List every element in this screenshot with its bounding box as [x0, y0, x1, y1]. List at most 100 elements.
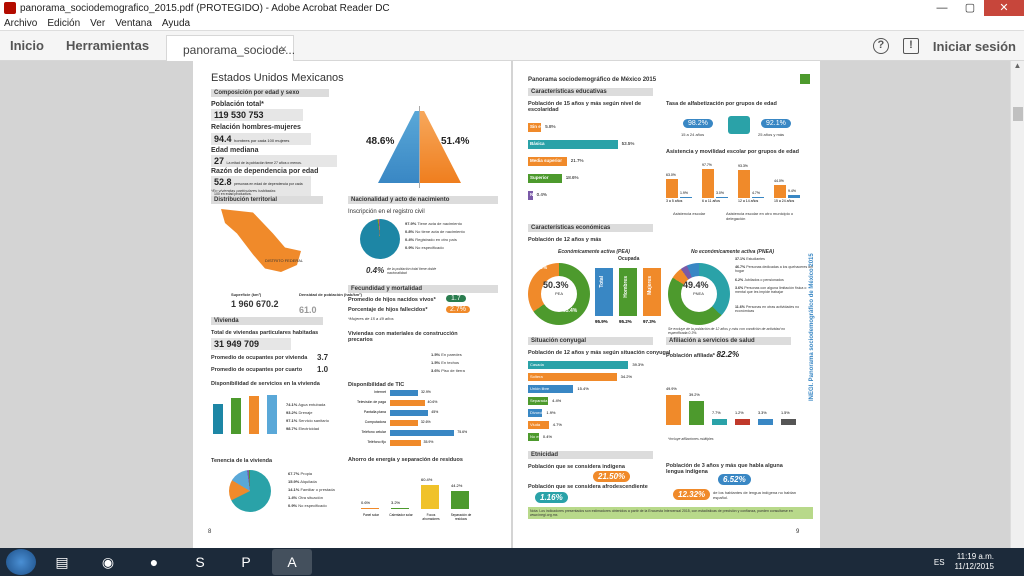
- page2-footnote: Nota: Los indicadores presentados son es…: [528, 507, 813, 519]
- pea-value: 50.3%: [543, 280, 569, 290]
- toolbar: Inicio Herramientas panorama_sociode... …: [0, 31, 1024, 61]
- asist-group: 12 a 14 años: [738, 199, 759, 203]
- conyu-bar: [528, 385, 574, 393]
- esc-bar: [528, 157, 567, 166]
- ocup-cto-value: 1.0: [317, 365, 329, 374]
- acrobat-taskbar-icon[interactable]: A: [272, 549, 312, 575]
- viv-total-label: Total de viviendas particulares habitada…: [211, 330, 319, 336]
- tic-chart: Internet 32.9% Televisión de paga 40.6% Pant…: [348, 390, 488, 450]
- title-bar: panorama_sociodemografico_2015.pdf (PROT…: [0, 0, 1024, 16]
- explorer-icon[interactable]: ▤: [55, 553, 69, 570]
- edad-value: 27: [214, 156, 225, 166]
- fec-foot: *Mujeres de 15 a 49 años: [348, 316, 394, 321]
- ocup-cat: Hombres: [623, 276, 629, 298]
- conyu-cat: Separada: [530, 398, 548, 403]
- start-button[interactable]: [6, 549, 36, 575]
- powerpoint-icon[interactable]: P: [241, 554, 251, 570]
- language-indicator[interactable]: ES: [933, 557, 945, 567]
- pyramid-women: [420, 111, 461, 183]
- ahorro-cat: Separación de residuos: [450, 513, 472, 521]
- escolaridad-title: Población de 15 años y más según nivel d…: [528, 101, 642, 113]
- vertical-scrollbar[interactable]: ▲: [1010, 61, 1024, 548]
- minimize-button[interactable]: —: [936, 2, 948, 14]
- population-pyramid: 48.6% 51.4%: [356, 106, 482, 188]
- tic-val: 35.9%: [423, 440, 434, 444]
- section-fecundidad: Fecundidad y mortalidad: [348, 285, 498, 293]
- esc-val: 18.6%: [565, 175, 579, 180]
- document-area[interactable]: Estados Unidos Mexicanos Composición por…: [0, 61, 1010, 548]
- conyu-val: 4.4%: [552, 398, 562, 403]
- pea-foot: Se excluye de la población de 12 años y …: [668, 327, 786, 335]
- herramientas-tab[interactable]: Herramientas: [65, 38, 150, 53]
- doble-note: de la población total tiene doble nacion…: [387, 267, 437, 275]
- esc-cat: Sin escolaridad: [530, 124, 564, 129]
- section-salud: Afiliación a servicios de salud: [666, 337, 791, 345]
- esc-cat: Media superior: [530, 158, 563, 163]
- indigena-value: 21.50%: [593, 471, 631, 482]
- taskbar: ▤ ◉ ● S P A ES 11:19 a.m. 11/12/2015: [0, 548, 1024, 576]
- close-window-button[interactable]: ✕: [984, 0, 1024, 16]
- menu-ayuda[interactable]: Ayuda: [161, 17, 191, 29]
- salud-bar: [689, 401, 704, 425]
- scroll-thumb[interactable]: [1013, 107, 1023, 121]
- ocup-bar: [643, 268, 661, 316]
- firefox-icon[interactable]: ●: [149, 554, 159, 570]
- ocupada-label: Ocupada: [618, 256, 640, 262]
- system-tray: ES 11:19 a.m. 11/12/2015: [934, 552, 994, 572]
- mobile-link-icon[interactable]: !: [902, 38, 919, 54]
- salud-bar: [712, 419, 727, 425]
- menu-edicion[interactable]: Edición: [47, 17, 81, 29]
- ahorro-cat: Panel solar: [363, 513, 379, 517]
- no-espanol-value: 12.32%: [673, 489, 711, 500]
- page-9: Panorama sociodemográfico de México 2015…: [513, 61, 820, 548]
- ocup-val: 95.9%: [595, 319, 608, 324]
- inicio-tab[interactable]: Inicio: [10, 38, 44, 53]
- ahorro-chart: 0.6% Panel solar 3.2% Calentador solar 60.4%…: [361, 473, 481, 533]
- conyu-val: 15.4%: [577, 386, 589, 391]
- menu-ventana[interactable]: Ventana: [115, 17, 152, 29]
- ahorro-title: Ahorro de energía y separación de residu…: [348, 457, 463, 463]
- esc-cat: Básica: [530, 141, 545, 146]
- reading-icon: [728, 116, 750, 134]
- ocup-val: 97.3%: [643, 319, 656, 324]
- window-title: panorama_sociodemografico_2015.pdf (PROT…: [20, 2, 390, 14]
- page2-header: Panorama sociodemográfico de México 2015: [528, 77, 657, 83]
- section-vivienda: Vivienda: [211, 317, 323, 325]
- conyu-val: 39.3%: [632, 362, 644, 367]
- scroll-up-icon[interactable]: ▲: [1013, 61, 1022, 70]
- asist-val-b: 3.0%: [716, 191, 724, 195]
- asist-bar-a: [666, 179, 678, 198]
- afiliada-label: Población afiliada*: [666, 353, 715, 359]
- tic-bar: [390, 400, 425, 406]
- menu-ver[interactable]: Ver: [90, 17, 106, 29]
- df-label: DISTRITO FEDERAL: [265, 258, 304, 263]
- asist-bar-a: [738, 170, 750, 198]
- tic-bar: [390, 440, 421, 446]
- ocup-bar: [619, 268, 637, 316]
- menu-archivo[interactable]: Archivo: [4, 17, 38, 29]
- help-icon[interactable]: ?: [872, 38, 889, 54]
- salud-chart: 49.9% 39.2% 7.7% 1.2% 3.3% 1.5%: [666, 379, 806, 425]
- sign-in-button[interactable]: Iniciar sesión: [932, 38, 1016, 54]
- ahorro-bar: [451, 491, 469, 509]
- pea-sub: PEA: [555, 291, 564, 296]
- salud-val: 1.5%: [781, 411, 790, 415]
- asist-val-a: 44.0%: [774, 178, 784, 183]
- chrome-icon[interactable]: ◉: [101, 553, 115, 570]
- no-espanol-label: de los hablantes de lengua indígena no h…: [713, 490, 796, 500]
- dep-box: 52.8 personas en edad de dependencia por…: [211, 176, 311, 198]
- maximize-button[interactable]: ▢: [964, 2, 976, 14]
- ahorro-cat: Focos ahorradores: [422, 513, 440, 521]
- alfa-b-value: 92.1%: [761, 119, 791, 128]
- conyu-bar: [528, 397, 549, 405]
- document-tab[interactable]: panorama_sociode... ×: [166, 35, 295, 61]
- conyu-cat: Casada: [530, 362, 544, 367]
- ocup-cto-label: Promedio de ocupantes por cuarto: [211, 367, 303, 373]
- menu-bar: Archivo Edición Ver Ventana Ayuda: [0, 16, 1024, 31]
- hijos-value: 1.7: [446, 295, 466, 302]
- close-tab-icon[interactable]: ×: [279, 42, 287, 56]
- clock[interactable]: 11:19 a.m. 11/12/2015: [955, 552, 994, 572]
- skype-icon[interactable]: S: [195, 554, 205, 570]
- tic-cat: Teléfono fijo: [367, 440, 386, 444]
- pyramid-men-pct: 48.6%: [366, 136, 395, 147]
